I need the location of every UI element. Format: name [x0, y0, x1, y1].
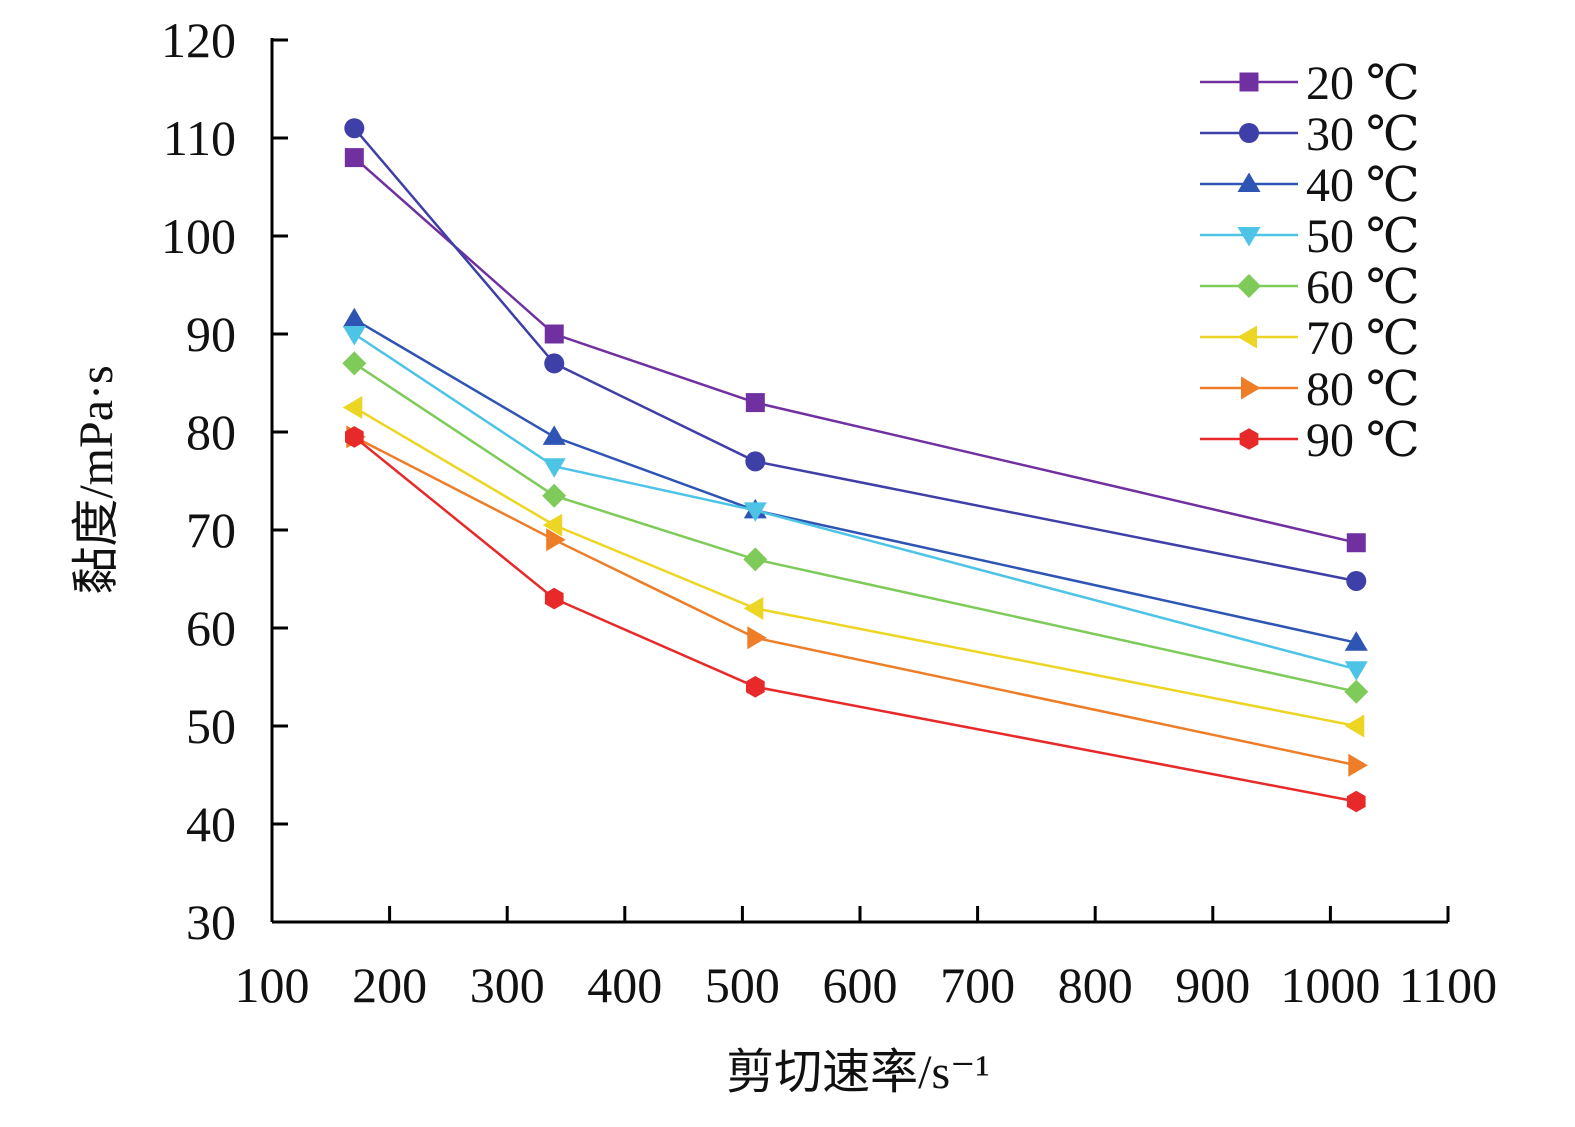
legend-marker — [1239, 428, 1259, 450]
series-line — [353, 318, 1357, 644]
data-point — [544, 353, 565, 374]
data-point — [342, 326, 366, 346]
series-line — [353, 156, 1357, 544]
legend-label: 90 ℃ — [1306, 414, 1420, 467]
legend-entry: 20 ℃ — [1200, 57, 1420, 110]
series-triangle-up — [342, 307, 1368, 651]
series-triangle-right — [346, 425, 1368, 777]
legend-entry: 90 ℃ — [1200, 414, 1420, 467]
x-tick-label: 900 — [1175, 957, 1250, 1013]
data-point — [745, 393, 765, 413]
data-point — [542, 458, 566, 478]
series-hexagon — [345, 426, 1366, 813]
data-point — [542, 483, 567, 508]
data-point — [542, 425, 566, 445]
legend-label: 40 ℃ — [1306, 159, 1420, 212]
legend-label: 70 ℃ — [1306, 312, 1420, 365]
data-point — [342, 307, 366, 328]
data-point — [544, 324, 564, 344]
x-tick-label: 400 — [587, 957, 662, 1013]
data-point — [746, 676, 765, 698]
legend-marker — [1239, 72, 1259, 92]
data-point — [1346, 790, 1366, 813]
data-point — [542, 513, 563, 537]
x-tick-label: 300 — [470, 957, 545, 1013]
legend-marker — [1237, 172, 1261, 192]
legend-marker — [1237, 325, 1257, 349]
series-line — [353, 435, 1357, 803]
legend-label: 60 ℃ — [1306, 261, 1420, 314]
legend-marker — [1241, 376, 1261, 400]
legend-marker — [1237, 274, 1261, 298]
legend-entry: 30 ℃ — [1200, 108, 1420, 161]
x-tick-label: 200 — [352, 957, 427, 1013]
data-point — [1344, 661, 1368, 681]
data-point — [342, 396, 363, 419]
legend-label: 20 ℃ — [1306, 57, 1420, 110]
data-point — [743, 596, 764, 620]
data-point — [345, 426, 364, 448]
data-point — [1348, 753, 1368, 777]
series-triangle-down — [342, 326, 1368, 681]
legend-entry: 70 ℃ — [1200, 312, 1420, 365]
data-point — [1344, 631, 1368, 651]
legend-label: 80 ℃ — [1306, 363, 1420, 416]
x-tick-label: 100 — [235, 957, 310, 1013]
data-point — [344, 118, 365, 139]
x-axis-title: 剪切速率/s⁻¹ — [726, 1046, 990, 1099]
y-tick-label: 90 — [186, 306, 236, 362]
series-circle — [344, 118, 1367, 591]
data-series — [342, 118, 1369, 813]
legend-entry: 80 ℃ — [1200, 363, 1420, 416]
legend-entry: 40 ℃ — [1200, 159, 1420, 212]
data-point — [743, 547, 768, 572]
series-line — [353, 127, 1357, 583]
data-point — [1344, 679, 1369, 704]
axes: 30 40 50 60 70 80 90 100 110 120 100 200 300 400 500 60… — [161, 12, 1497, 1013]
data-point — [342, 351, 367, 376]
series-triangle-left — [342, 396, 1365, 738]
data-point — [745, 451, 766, 472]
data-point — [344, 148, 364, 168]
data-point — [546, 528, 566, 552]
legend-entry: 60 ℃ — [1200, 261, 1420, 314]
x-tick-label: 500 — [705, 957, 780, 1013]
legend-label: 30 ℃ — [1306, 108, 1420, 161]
legend-label: 50 ℃ — [1306, 210, 1420, 263]
y-tick-label: 50 — [186, 698, 236, 754]
legend-marker — [1239, 123, 1259, 143]
x-tick-label: 700 — [940, 957, 1015, 1013]
data-point — [743, 502, 767, 522]
x-tick-label: 600 — [823, 957, 898, 1013]
x-tick-label: 1000 — [1280, 957, 1380, 1013]
y-tick-label: 120 — [161, 12, 236, 68]
series-line — [353, 332, 1357, 671]
data-point — [747, 626, 767, 650]
data-point — [1346, 533, 1366, 553]
y-tick-label: 70 — [186, 502, 236, 558]
data-point — [544, 587, 564, 610]
y-tick-label: 80 — [186, 404, 236, 460]
series-line — [353, 435, 1357, 767]
data-point — [1346, 570, 1367, 591]
y-tick-label: 30 — [186, 894, 236, 950]
legend-entry: 50 ℃ — [1200, 210, 1420, 263]
legend: 20 ℃30 ℃40 ℃50 ℃60 ℃70 ℃80 ℃90 ℃ — [1200, 57, 1420, 467]
y-tick-label: 100 — [161, 208, 236, 264]
x-tick-label: 1100 — [1399, 957, 1497, 1013]
series-line — [353, 362, 1357, 693]
series-line — [353, 406, 1357, 728]
y-tick-label: 60 — [186, 600, 236, 656]
data-point — [1344, 714, 1365, 738]
series-diamond — [342, 351, 1369, 704]
y-axis-title: 黏度/mPa·s — [70, 365, 123, 594]
x-tick-label: 800 — [1058, 957, 1133, 1013]
legend-marker — [1237, 227, 1261, 247]
y-tick-label: 40 — [186, 796, 236, 852]
y-tick-label: 110 — [163, 110, 236, 166]
